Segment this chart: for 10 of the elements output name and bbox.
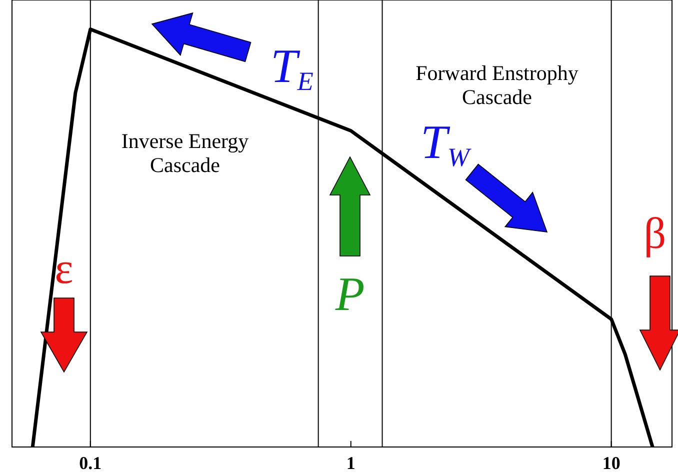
annotation: P	[334, 268, 365, 321]
annotation: T$_{E}$	[270, 40, 314, 96]
annotation: ε	[54, 244, 74, 293]
annotation: Forward Enstrophy Cascade	[416, 61, 579, 110]
x-tick-label: 10	[602, 453, 620, 473]
annotation: T$_{W}$	[420, 116, 472, 172]
x-tick-label: 1	[346, 453, 356, 473]
annotation: β	[644, 209, 666, 258]
x-tick-label: 0.1	[79, 453, 102, 473]
annotation: Inverse Energy Cascade	[121, 129, 250, 178]
